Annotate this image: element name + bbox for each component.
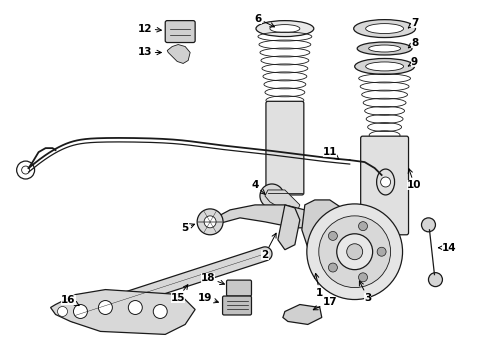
Circle shape bbox=[260, 184, 284, 208]
Polygon shape bbox=[265, 190, 300, 210]
Text: 15: 15 bbox=[171, 285, 188, 302]
Circle shape bbox=[328, 263, 338, 272]
Polygon shape bbox=[215, 205, 318, 228]
FancyBboxPatch shape bbox=[226, 280, 251, 296]
Ellipse shape bbox=[355, 58, 415, 75]
Polygon shape bbox=[50, 289, 195, 334]
Circle shape bbox=[359, 273, 368, 282]
Text: 18: 18 bbox=[201, 273, 224, 284]
Text: 8: 8 bbox=[408, 37, 418, 48]
Circle shape bbox=[204, 216, 216, 228]
Text: 6: 6 bbox=[254, 14, 274, 27]
Text: 11: 11 bbox=[322, 147, 339, 159]
Circle shape bbox=[128, 301, 142, 315]
Circle shape bbox=[74, 305, 87, 319]
Text: 17: 17 bbox=[313, 297, 337, 310]
FancyBboxPatch shape bbox=[266, 101, 304, 195]
Circle shape bbox=[197, 209, 223, 235]
Text: 10: 10 bbox=[407, 169, 422, 190]
Polygon shape bbox=[167, 45, 190, 63]
Polygon shape bbox=[302, 200, 350, 265]
Ellipse shape bbox=[368, 45, 400, 52]
FancyBboxPatch shape bbox=[222, 296, 251, 315]
Text: 5: 5 bbox=[182, 223, 195, 233]
Circle shape bbox=[17, 161, 35, 179]
Text: 12: 12 bbox=[138, 24, 161, 33]
Text: 2: 2 bbox=[261, 233, 276, 260]
Circle shape bbox=[377, 247, 386, 256]
Circle shape bbox=[98, 301, 112, 315]
Text: 13: 13 bbox=[138, 48, 161, 58]
Ellipse shape bbox=[377, 169, 394, 195]
Text: 3: 3 bbox=[359, 281, 371, 302]
Circle shape bbox=[57, 306, 68, 316]
Text: 7: 7 bbox=[408, 18, 418, 28]
Polygon shape bbox=[283, 305, 322, 324]
Text: 9: 9 bbox=[408, 58, 418, 67]
Circle shape bbox=[319, 216, 391, 288]
FancyBboxPatch shape bbox=[361, 136, 409, 235]
Circle shape bbox=[359, 222, 368, 231]
Ellipse shape bbox=[357, 42, 412, 55]
Circle shape bbox=[328, 231, 338, 240]
Circle shape bbox=[307, 204, 403, 300]
Circle shape bbox=[153, 305, 167, 319]
Circle shape bbox=[267, 191, 277, 201]
Circle shape bbox=[337, 234, 372, 270]
Circle shape bbox=[347, 244, 363, 260]
Text: 14: 14 bbox=[439, 243, 457, 253]
Circle shape bbox=[381, 177, 391, 187]
Text: 19: 19 bbox=[198, 293, 219, 303]
Text: 16: 16 bbox=[61, 294, 79, 306]
Ellipse shape bbox=[366, 62, 404, 71]
Ellipse shape bbox=[354, 20, 416, 37]
Circle shape bbox=[421, 218, 436, 232]
Polygon shape bbox=[69, 247, 272, 322]
FancyBboxPatch shape bbox=[165, 21, 195, 42]
Text: 4: 4 bbox=[251, 180, 265, 194]
Ellipse shape bbox=[256, 21, 314, 37]
Text: 1: 1 bbox=[315, 274, 323, 298]
Ellipse shape bbox=[366, 24, 404, 33]
Circle shape bbox=[428, 273, 442, 287]
Ellipse shape bbox=[270, 24, 300, 32]
Polygon shape bbox=[278, 205, 300, 250]
